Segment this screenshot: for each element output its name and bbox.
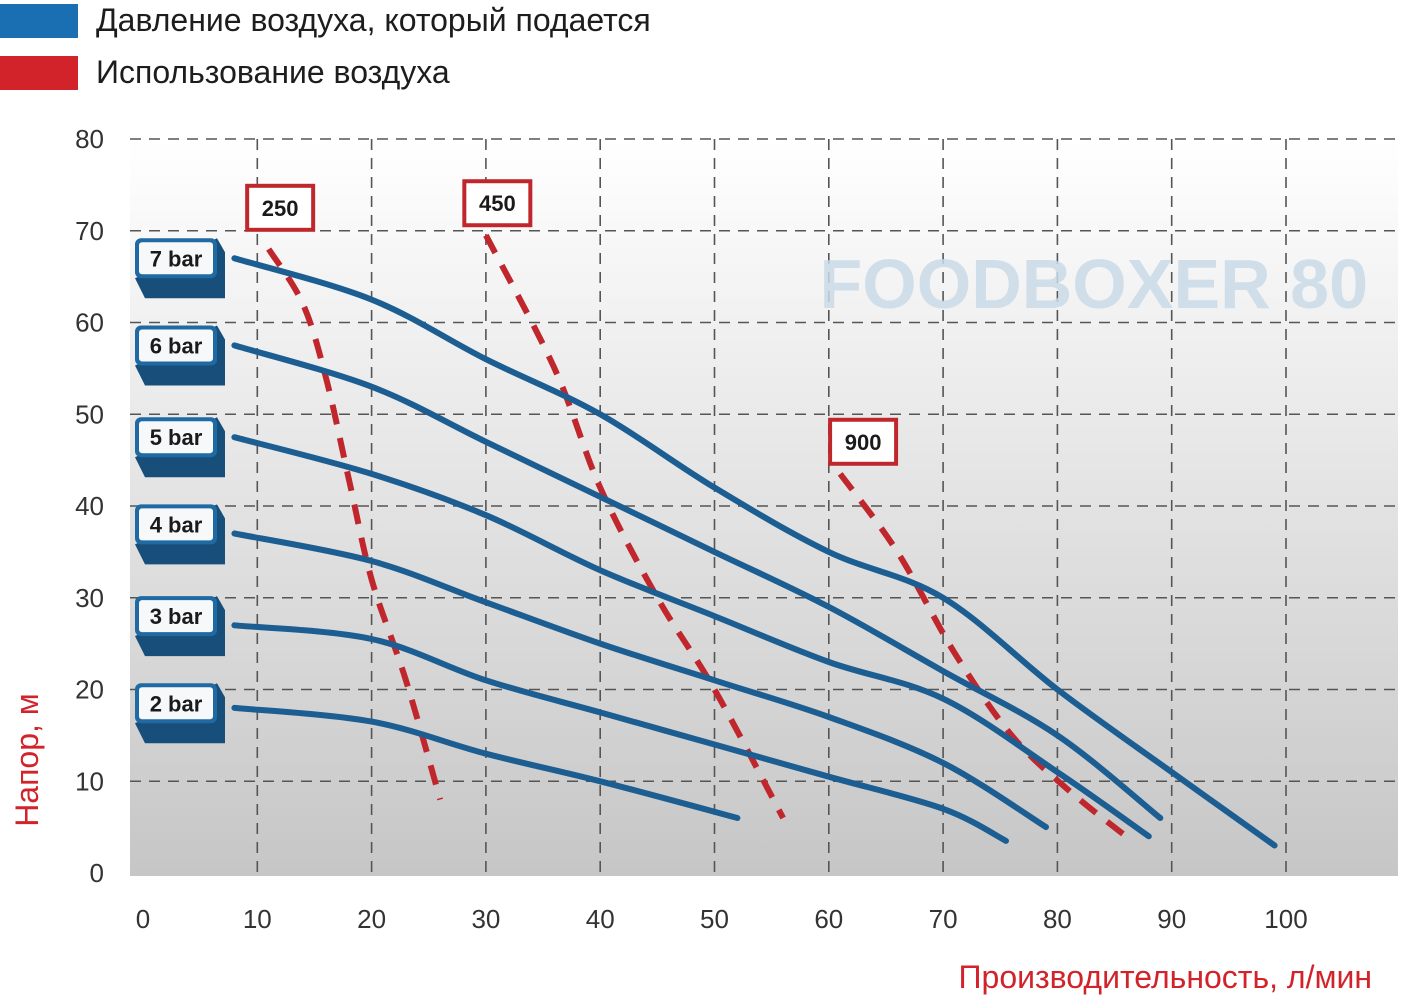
pressure-label-6-bar: 6 bar xyxy=(135,325,225,386)
grid xyxy=(130,138,1398,876)
legend-swatch-red xyxy=(0,55,78,90)
pressure-label-face xyxy=(139,600,213,633)
y-tick-label-40: 40 xyxy=(75,491,104,521)
labels-layer: 7 bar 6 bar 5 bar 4 bar 3 bar 2 bar 250 450 900 xyxy=(135,179,899,744)
axes: 0 10 20 30 40 50 60 70 80 90 100 0 10 20 30 40 50 60 70 80 xyxy=(75,124,1308,934)
y-tick-label-50: 50 xyxy=(75,399,104,429)
pressure-label-face xyxy=(139,421,213,454)
x-tick-label-40: 40 xyxy=(586,904,615,934)
x-tick-label-50: 50 xyxy=(700,904,729,934)
x-tick-label-80: 80 xyxy=(1043,904,1072,934)
pressure-label-face xyxy=(139,242,213,275)
consumption-label-text: 450 xyxy=(479,191,516,216)
consumption-label-450: 450 xyxy=(462,179,533,228)
legend-item-air-consumption: Использование воздуха xyxy=(0,54,450,91)
pressure-label-2-bar: 2 bar xyxy=(135,683,225,744)
legend-label-air-consumption: Использование воздуха xyxy=(96,54,450,90)
legend-label-supply-pressure: Давление воздуха, который подается xyxy=(96,2,651,38)
pressure-label-text: 3 bar xyxy=(150,604,203,629)
y-tick-label-20: 20 xyxy=(75,675,104,705)
legend-item-supply-pressure: Давление воздуха, который подается xyxy=(0,2,651,39)
x-tick-label-10: 10 xyxy=(243,904,272,934)
watermark-layer: FOODBOXER 80 xyxy=(820,245,1368,323)
series-layer xyxy=(231,233,1278,849)
watermark: FOODBOXER 80 xyxy=(820,245,1368,323)
y-tick-label-0: 0 xyxy=(90,858,104,888)
series-air-consumption-250 xyxy=(266,247,444,801)
pressure-label-text: 5 bar xyxy=(150,425,203,450)
series-air-pressure-6-bar xyxy=(231,342,1164,821)
consumption-label-900: 900 xyxy=(828,417,899,466)
x-tick-label-0: 0 xyxy=(136,904,150,934)
x-tick-label-90: 90 xyxy=(1157,904,1186,934)
consumption-label-frame xyxy=(245,183,316,232)
consumption-label-text: 250 xyxy=(262,196,299,221)
y-tick-label-80: 80 xyxy=(75,124,104,154)
pressure-label-text: 2 bar xyxy=(150,691,203,716)
series-air-pressure-4-bar xyxy=(231,530,1049,831)
pressure-label-face xyxy=(139,508,213,541)
pressure-label-face xyxy=(139,329,213,362)
series-air-pressure-2-bar xyxy=(231,704,741,821)
pressure-label-5-bar: 5 bar xyxy=(135,417,225,478)
consumption-label-frame xyxy=(462,179,533,228)
y-tick-label-10: 10 xyxy=(75,766,104,796)
pressure-label-text: 7 bar xyxy=(150,246,203,271)
x-tick-label-70: 70 xyxy=(929,904,958,934)
x-axis-label: Производительность, л/мин xyxy=(959,959,1372,995)
series-air-pressure-5-bar xyxy=(231,434,1152,840)
series-air-pressure-7-bar xyxy=(231,255,1278,849)
x-tick-label-20: 20 xyxy=(357,904,386,934)
consumption-label-frame xyxy=(828,417,899,466)
pressure-label-7-bar: 7 bar xyxy=(135,238,225,299)
y-tick-label-30: 30 xyxy=(75,583,104,613)
x-tick-label-100: 100 xyxy=(1264,904,1307,934)
pressure-label-text: 6 bar xyxy=(150,333,203,358)
pressure-label-3-bar: 3 bar xyxy=(135,596,225,657)
y-tick-label-70: 70 xyxy=(75,216,104,246)
y-tick-label-60: 60 xyxy=(75,308,104,338)
consumption-label-text: 900 xyxy=(845,430,882,455)
series-air-pressure-3-bar xyxy=(231,622,1009,844)
y-axis-label: Напор, м xyxy=(9,693,45,827)
x-tick-label-60: 60 xyxy=(814,904,843,934)
legend-swatch-blue xyxy=(0,3,78,38)
pressure-label-face xyxy=(139,687,213,720)
consumption-label-250: 250 xyxy=(245,183,316,232)
plot-area xyxy=(130,139,1398,876)
pressure-label-text: 4 bar xyxy=(150,512,203,537)
pressure-label-4-bar: 4 bar xyxy=(135,504,225,565)
x-tick-label-30: 30 xyxy=(471,904,500,934)
